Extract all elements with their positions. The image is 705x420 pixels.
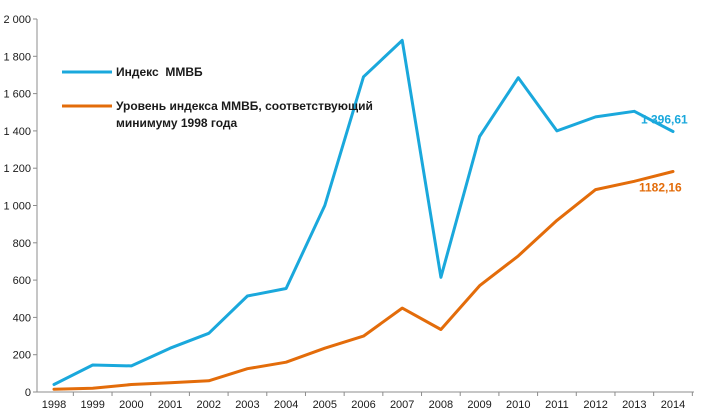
x-tick-label: 2014 bbox=[661, 399, 685, 411]
series-lines bbox=[52, 38, 675, 391]
x-tick-label: 2007 bbox=[390, 399, 414, 411]
x-tick-label: 2000 bbox=[119, 399, 143, 411]
x-tick-label: 2008 bbox=[429, 399, 453, 411]
y-tick-label: 200 bbox=[13, 350, 31, 362]
y-tick-label: 1 200 bbox=[3, 163, 31, 175]
y-tick-label: 1 600 bbox=[3, 89, 31, 101]
x-tick-label: 1998 bbox=[42, 399, 66, 411]
x-tick-label: 2006 bbox=[351, 399, 375, 411]
series-line-2 bbox=[52, 170, 675, 391]
x-tick-label: 2010 bbox=[506, 399, 530, 411]
x-tick-label: 1999 bbox=[80, 399, 104, 411]
y-tick-label: 1 000 bbox=[3, 201, 31, 213]
end-value-label-2: 1182,16 bbox=[639, 181, 682, 195]
legend-label-1: Индекс ММВБ bbox=[116, 65, 203, 79]
end-value-label-1: 1 396,61 bbox=[641, 113, 688, 127]
y-tick-label: 400 bbox=[13, 312, 31, 324]
x-tick-label: 2003 bbox=[235, 399, 259, 411]
y-tick-label: 1 400 bbox=[3, 126, 31, 138]
x-tick-label: 2011 bbox=[545, 399, 569, 411]
legend-label-2-line-2: минимуму 1998 года bbox=[116, 116, 237, 130]
series-line-1 bbox=[52, 38, 675, 386]
end-labels: 1 396,61 1182,16 bbox=[639, 113, 688, 195]
x-tick-label: 2012 bbox=[583, 399, 607, 411]
legend-label-2-line-1: Уровень индекса ММВБ, соответствующий bbox=[116, 99, 373, 113]
x-tick-label: 2004 bbox=[274, 399, 298, 411]
x-tick-label: 2005 bbox=[313, 399, 337, 411]
y-tick-label: 0 bbox=[25, 387, 31, 399]
legend: Индекс ММВБ Уровень индекса ММВБ, соответ… bbox=[62, 65, 373, 130]
axes: 0 200 400 600 800 1 000 1 200 1 400 1 600 1 800 2 … bbox=[3, 14, 694, 411]
x-tick-label: 2009 bbox=[467, 399, 491, 411]
x-tick-label: 2002 bbox=[197, 399, 221, 411]
y-tick-label: 800 bbox=[13, 238, 31, 250]
y-tick-label: 1 800 bbox=[3, 51, 31, 63]
x-tick-label: 2001 bbox=[158, 399, 182, 411]
x-tick-label: 2013 bbox=[622, 399, 646, 411]
y-tick-label: 600 bbox=[13, 275, 31, 287]
y-tick-label: 2 000 bbox=[3, 14, 31, 26]
